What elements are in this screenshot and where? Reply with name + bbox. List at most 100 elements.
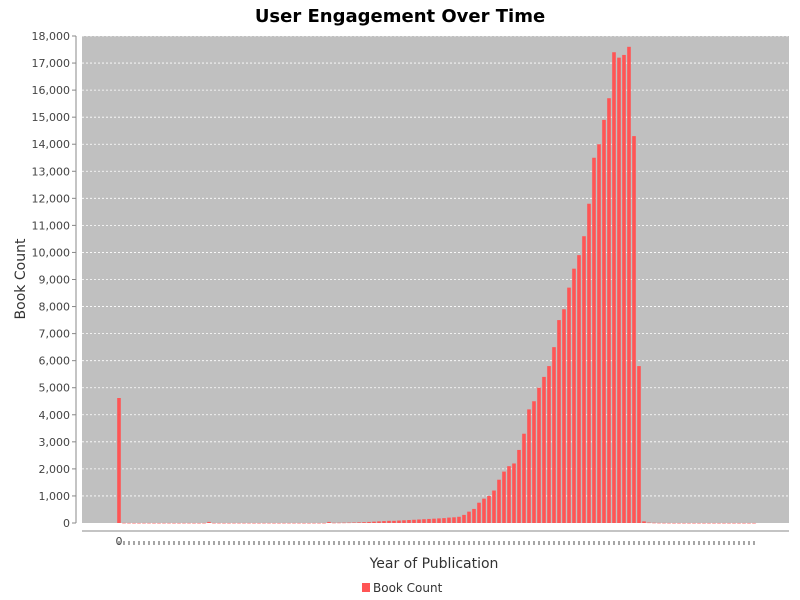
y-tick-label: 15,000: [32, 111, 71, 124]
bar: [637, 366, 641, 523]
bar: [692, 522, 696, 524]
bar: [577, 255, 581, 523]
bar: [367, 521, 371, 523]
bar: [582, 236, 586, 523]
legend-swatch: [362, 583, 370, 592]
bar: [602, 119, 606, 523]
y-tick-label: 8,000: [39, 301, 71, 314]
bar: [597, 144, 601, 523]
bar: [732, 522, 736, 524]
bar: [517, 449, 521, 523]
bar: [297, 522, 301, 524]
bar: [667, 522, 671, 524]
y-tick-label: 10,000: [32, 246, 71, 259]
bar: [742, 522, 746, 524]
bar: [542, 376, 546, 523]
y-tick-label: 9,000: [39, 274, 71, 287]
bar: [447, 517, 451, 523]
bar: [712, 522, 716, 524]
bar: [622, 54, 626, 523]
bar: [647, 522, 651, 524]
bar: [147, 522, 151, 524]
bar: [287, 522, 291, 524]
bar: [302, 522, 306, 524]
x-tick-label-first: 0: [116, 535, 123, 548]
bar: [457, 516, 461, 523]
bar: [242, 522, 246, 524]
bar: [372, 521, 376, 523]
bar: [122, 522, 126, 524]
bar: [617, 57, 621, 524]
bar: [677, 522, 681, 524]
bar: [687, 522, 691, 524]
bar: [492, 490, 496, 523]
y-tick-label: 6,000: [39, 355, 71, 368]
bar: [137, 522, 141, 524]
bar: [282, 522, 286, 524]
bar: [652, 522, 656, 524]
bar: [157, 522, 161, 524]
bar: [352, 522, 356, 524]
bar: [332, 522, 336, 524]
bar: [547, 366, 551, 523]
bar: [607, 98, 611, 523]
bar: [537, 387, 541, 523]
bar: [432, 518, 436, 523]
bar: [642, 521, 646, 523]
bar: [177, 522, 181, 524]
bar: [532, 401, 536, 523]
bar: [612, 52, 616, 523]
bar: [337, 522, 341, 524]
bar: [452, 517, 456, 523]
bar: [672, 522, 676, 524]
y-tick-label: 11,000: [32, 219, 71, 232]
bar: [422, 519, 426, 523]
y-tick-label: 14,000: [32, 138, 71, 151]
bar: [407, 520, 411, 523]
bar: [182, 522, 186, 524]
bar: [567, 287, 571, 523]
bar: [482, 498, 486, 523]
y-tick-label: 16,000: [32, 84, 71, 97]
bar: [227, 522, 231, 524]
bar: [682, 522, 686, 524]
bar: [202, 522, 206, 524]
y-tick-label: 17,000: [32, 57, 71, 70]
bar: [442, 518, 446, 523]
bar: [702, 522, 706, 524]
bar: [437, 518, 441, 523]
bar: [117, 398, 121, 523]
bar: [307, 522, 311, 524]
bar: [257, 522, 261, 524]
x-axis-label: Year of Publication: [369, 556, 499, 572]
bar: [327, 521, 331, 523]
bar: [187, 522, 191, 524]
bar: [387, 520, 391, 523]
bar: [752, 522, 756, 524]
bar: [252, 522, 256, 524]
bar: [747, 522, 751, 524]
bar: [347, 522, 351, 524]
bar: [512, 463, 516, 523]
bar: [507, 466, 511, 523]
bar: [572, 268, 576, 523]
bar: [377, 521, 381, 523]
bar: [217, 522, 221, 524]
bar: [717, 522, 721, 524]
bar: [382, 521, 386, 523]
bar: [397, 520, 401, 523]
bar: [322, 522, 326, 524]
bar: [207, 521, 211, 523]
bar: [737, 522, 741, 524]
bar: [342, 522, 346, 524]
bar: [557, 320, 561, 523]
bar: [267, 522, 271, 524]
bar: [152, 522, 156, 524]
y-tick-label: 1,000: [39, 490, 71, 503]
bar: [462, 514, 466, 523]
bar: [197, 522, 201, 524]
y-tick-label: 12,000: [32, 192, 71, 205]
bar: [627, 46, 631, 523]
bar: [292, 522, 296, 524]
bar: [662, 522, 666, 524]
